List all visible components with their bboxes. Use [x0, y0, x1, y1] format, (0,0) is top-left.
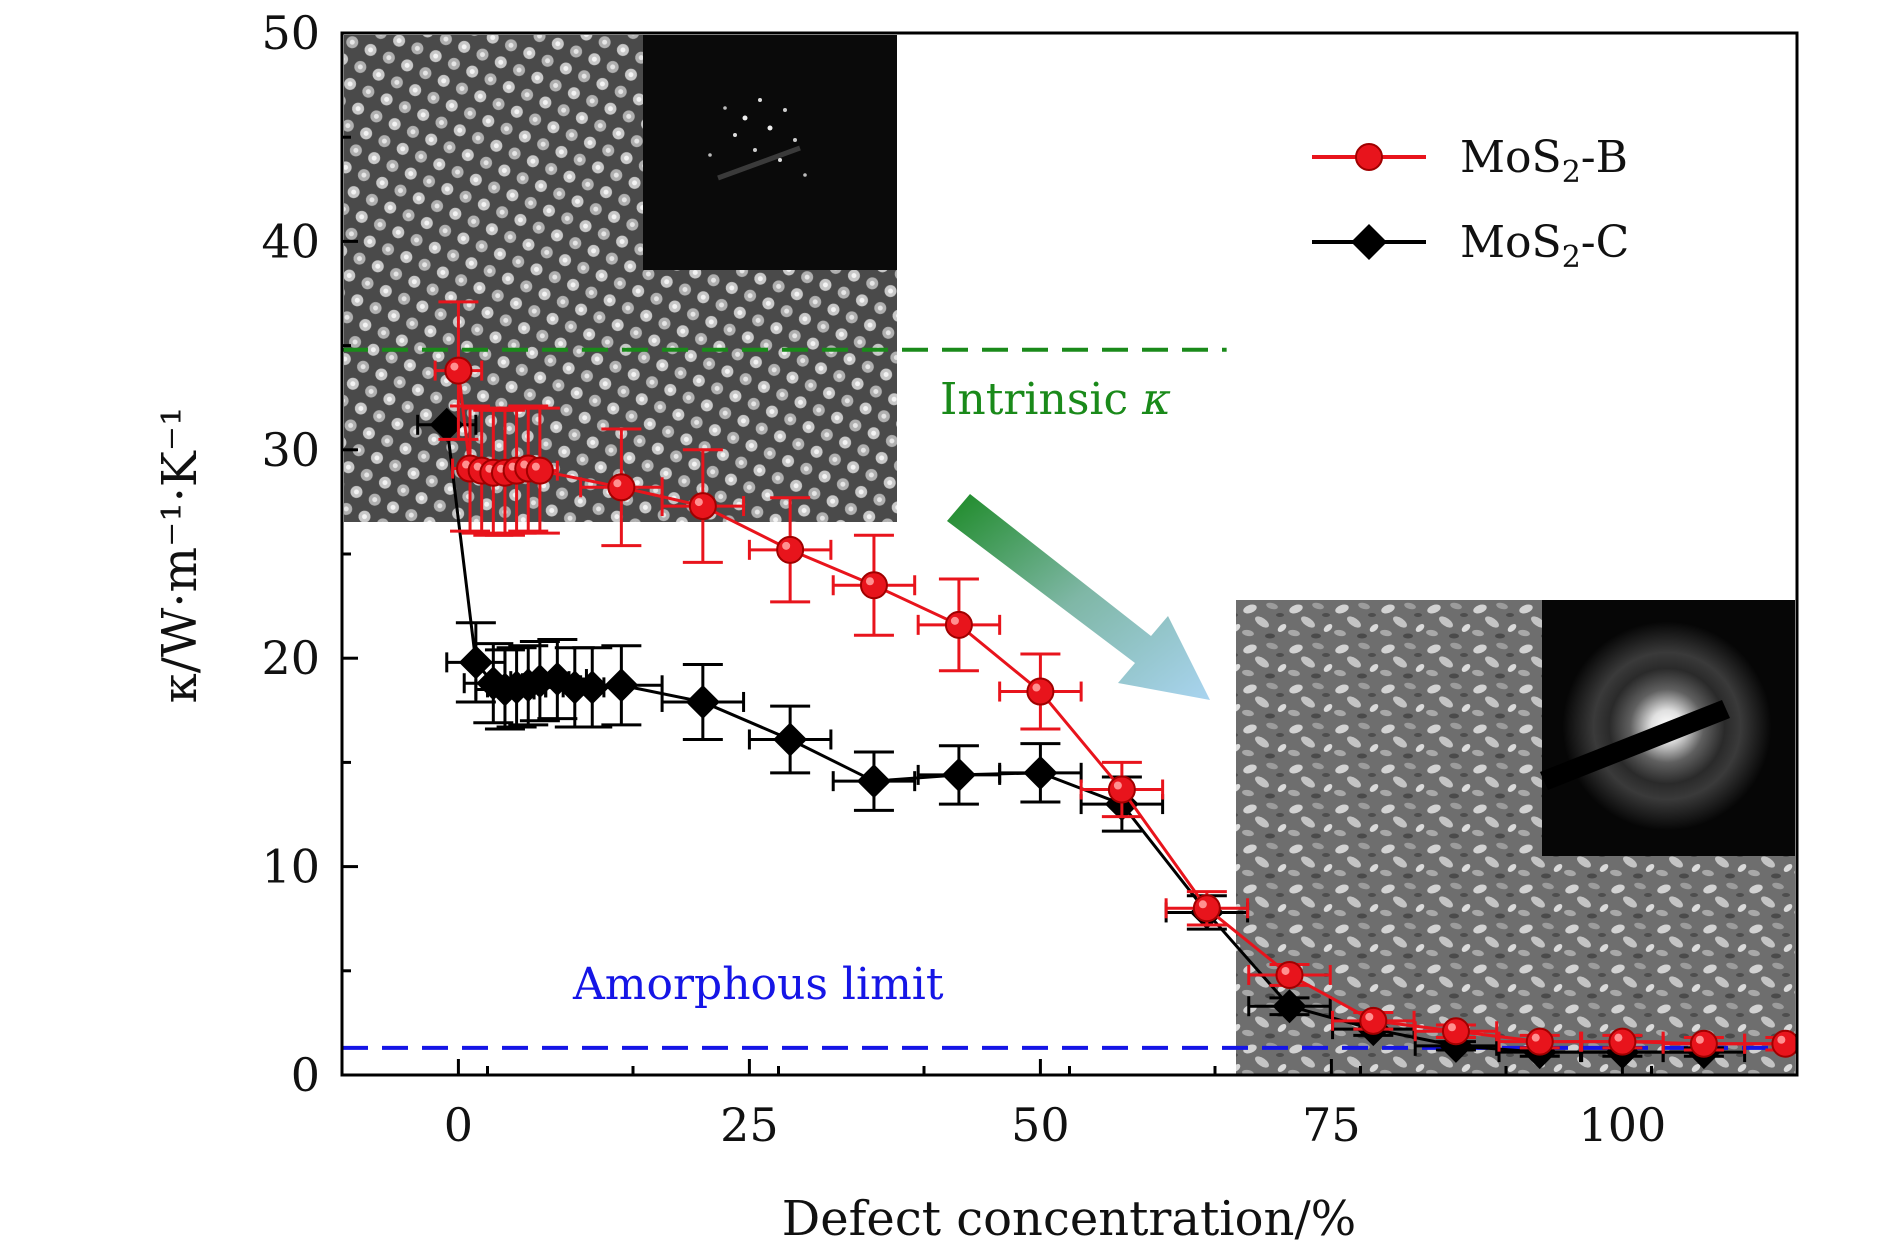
data-point: [1441, 1017, 1470, 1046]
data-point-highlight: [1365, 1012, 1374, 1021]
data-point: [859, 571, 888, 600]
data-point: [856, 764, 891, 799]
diffuse-ring-pattern: [1540, 600, 1795, 856]
data-point-highlight: [520, 460, 529, 469]
legend-label-mos2-b: MoS2-B: [1460, 132, 1628, 190]
series-mos2-c: [416, 407, 1747, 1070]
data-point: [575, 670, 610, 705]
data-point: [688, 492, 717, 521]
data-point-highlight: [1614, 1033, 1623, 1042]
x-tick-label: 50: [1011, 1098, 1070, 1152]
data-point: [1525, 1027, 1554, 1056]
axes: 0 25 50 75 100 0 10 20 30 40 50: [261, 6, 1799, 1152]
transition-arrow: [947, 494, 1210, 700]
series-mos2-b: [433, 300, 1797, 1058]
legend-marker-mos2-b: [1355, 143, 1383, 171]
data-point: [607, 473, 636, 502]
data-point: [1026, 677, 1055, 706]
data-point-highlight: [613, 479, 622, 488]
x-tick-label: 0: [444, 1098, 473, 1152]
data-point-highlight: [950, 616, 959, 625]
y-tick-label: 30: [261, 423, 320, 477]
data-point-highlight: [462, 460, 471, 469]
data-point: [685, 684, 720, 719]
data-point: [1771, 1029, 1797, 1058]
data-point: [604, 668, 639, 703]
y-tick-label: 40: [261, 214, 320, 268]
data-point: [1272, 989, 1307, 1024]
y-tick-label: 10: [261, 840, 320, 894]
data-point-highlight: [473, 462, 482, 471]
x-tick-label: 25: [720, 1098, 779, 1152]
y-tick-label: 20: [261, 631, 320, 685]
data-point-highlight: [1113, 781, 1122, 790]
data-point: [1359, 1006, 1388, 1035]
legend-item-mos2-b: MoS2-B: [1312, 132, 1628, 190]
data-point: [1275, 960, 1304, 989]
data-point: [444, 356, 473, 385]
legend: MoS2-B MoS2-C: [1312, 132, 1629, 275]
data-point: [944, 610, 973, 639]
data-point: [557, 670, 592, 705]
data-point-highlight: [450, 362, 459, 371]
data-point-highlight: [782, 541, 791, 550]
y-tick-label: 50: [261, 6, 320, 60]
data-point: [429, 407, 464, 442]
data-point: [941, 757, 976, 792]
data-point: [525, 456, 554, 485]
data-point-highlight: [694, 498, 703, 507]
intrinsic-label: Intrinsic κ: [940, 374, 1171, 425]
data-point-highlight: [1695, 1035, 1704, 1044]
data-point-highlight: [1281, 966, 1290, 975]
data-point-highlight: [531, 462, 540, 471]
data-point-highlight: [1777, 1035, 1786, 1044]
y-tick-label: 0: [291, 1048, 320, 1102]
x-tick-label: 100: [1578, 1098, 1666, 1152]
data-point-highlight: [1032, 683, 1041, 692]
amorphous-limit-label: Amorphous limit: [572, 959, 944, 1010]
data-point: [1023, 755, 1058, 790]
y-axis-title: κ/W·m⁻¹·K⁻¹: [152, 407, 208, 704]
data-point-highlight: [1531, 1033, 1540, 1042]
data-point-highlight: [1447, 1023, 1456, 1032]
x-axis-title: Defect concentration/%: [782, 1191, 1356, 1247]
x-tick-label: 75: [1302, 1098, 1361, 1152]
data-point: [1107, 775, 1136, 804]
legend-marker-mos2-c: [1351, 224, 1387, 260]
data-point: [1608, 1027, 1637, 1056]
data-point: [773, 722, 808, 757]
data-point-highlight: [1198, 900, 1207, 909]
data-point: [1689, 1029, 1718, 1058]
data-point: [776, 535, 805, 564]
data-point: [1192, 894, 1221, 923]
data-point-highlight: [865, 577, 874, 586]
amorphous-tem-micrograph: [1236, 600, 1795, 1075]
legend-label-mos2-c: MoS2-C: [1460, 217, 1629, 275]
diffraction-spot-pattern: [643, 35, 897, 270]
data-point: [458, 645, 493, 680]
legend-item-mos2-c: MoS2-C: [1312, 217, 1629, 275]
data-series: [416, 300, 1797, 1070]
